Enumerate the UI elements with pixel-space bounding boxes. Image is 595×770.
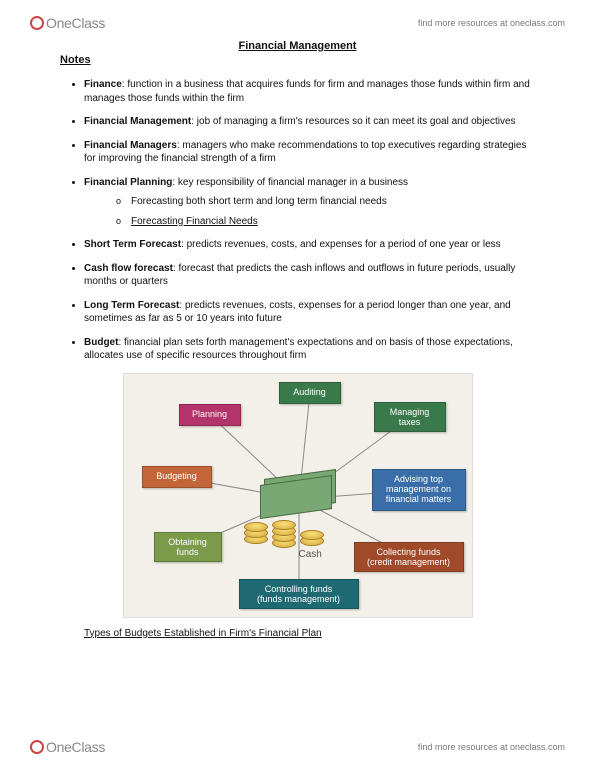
diagram-box-advising: Advising topmanagement onfinancial matte… <box>372 469 466 511</box>
diagram-box-budgeting: Budgeting <box>142 466 212 488</box>
note-subitem: Forecasting Financial Needs <box>116 215 535 229</box>
brand-logo: OneClass <box>30 15 105 31</box>
note-subtext: Forecasting both short term and long ter… <box>131 196 387 207</box>
page-title: Financial Management <box>60 40 535 52</box>
header-resource-link[interactable]: find more resources at oneclass.com <box>418 18 565 28</box>
note-item: Long Term Forecast: predicts revenues, c… <box>84 299 535 326</box>
section-heading-budgets: Types of Budgets Established in Firm's F… <box>84 628 535 639</box>
diagram-box-planning: Planning <box>179 404 241 426</box>
diagram-box-taxes: Managingtaxes <box>374 402 446 433</box>
diagram-box-collecting: Collecting funds(credit management) <box>354 542 464 573</box>
note-item: Budget: financial plan sets forth manage… <box>84 336 535 363</box>
note-def: : key responsibility of financial manage… <box>172 177 408 188</box>
brand-text: OneClass <box>46 15 105 31</box>
brand-logo-footer: OneClass <box>30 739 105 755</box>
note-def: : predicts revenues, costs, and expenses… <box>181 239 501 250</box>
note-item: Cash flow forecast: forecast that predic… <box>84 262 535 289</box>
page-subtitle: Notes <box>60 54 535 66</box>
page-body: Financial Management Notes Finance: func… <box>60 40 535 730</box>
note-term: Long Term Forecast <box>84 300 179 311</box>
coin-stack <box>244 494 344 554</box>
note-def: : financial plan sets forth management's… <box>84 337 513 362</box>
note-item: Financial Management: job of managing a … <box>84 115 535 129</box>
diagram-box-controlling: Controlling funds(funds management) <box>239 579 359 610</box>
diagram-box-obtaining: Obtainingfunds <box>154 532 222 563</box>
note-item: Short Term Forecast: predicts revenues, … <box>84 238 535 252</box>
note-term: Finance <box>84 79 122 90</box>
note-def: : function in a business that acquires f… <box>84 79 530 104</box>
note-term: Cash flow forecast <box>84 263 173 274</box>
footer-resource-link[interactable]: find more resources at oneclass.com <box>418 742 565 752</box>
note-item: Financial Planning: key responsibility o… <box>84 176 535 229</box>
diagram-box-auditing: Auditing <box>279 382 341 404</box>
note-subitem: Forecasting both short term and long ter… <box>116 195 535 209</box>
notes-list: Finance: function in a business that acq… <box>60 78 535 363</box>
note-item: Finance: function in a business that acq… <box>84 78 535 105</box>
brand-text-footer: OneClass <box>46 739 105 755</box>
note-term: Short Term Forecast <box>84 239 181 250</box>
note-term: Financial Planning <box>84 177 172 188</box>
note-term: Financial Managers <box>84 140 177 151</box>
cash-label: Cash <box>299 549 322 560</box>
note-subtext: Forecasting Financial Needs <box>131 216 258 227</box>
note-term: Budget <box>84 337 118 348</box>
note-item: Financial Managers: managers who make re… <box>84 139 535 166</box>
cash-diagram: Cash Auditing Planning Managingtaxes Budget… <box>123 373 473 618</box>
note-def: : job of managing a firm's resources so … <box>191 116 515 127</box>
note-term: Financial Management <box>84 116 191 127</box>
